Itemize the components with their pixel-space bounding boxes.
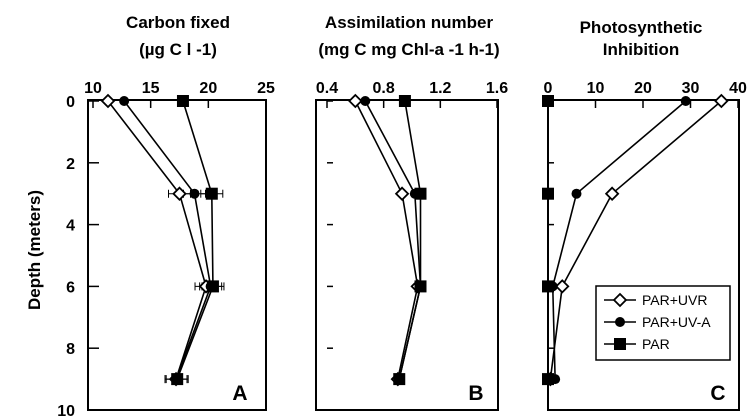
x-tick-label: 40 [729,80,747,97]
panel-b-title-line1: Assimilation number [325,13,494,32]
y-tick-label: 6 [66,279,75,296]
x-tick-label: 10 [84,80,102,97]
y-tick-label: 8 [66,341,75,358]
data-point [394,186,410,201]
x-tick-label: 10 [587,80,605,97]
x-tick-label: 0.4 [316,80,338,97]
panel-b-letter: B [468,382,483,405]
x-tick-label: 20 [199,80,217,97]
data-point [714,93,729,109]
series-line [549,100,722,380]
data-point [680,96,691,106]
x-tick-label: 25 [257,80,275,97]
data-point [398,95,411,107]
legend-marker [615,317,625,327]
series-line [398,100,422,380]
panel-a-frame [87,99,267,411]
series-line [551,100,687,380]
legend-marker [614,338,626,350]
series-line [107,100,207,380]
y-tick-label: 0 [66,94,75,111]
legend-label: PAR [642,336,670,352]
data-point [542,95,554,107]
data-point [205,187,218,200]
data-point [172,186,187,201]
legend-label: PAR+UV-A [642,314,711,330]
data-point [100,93,116,109]
x-tick-label: 1.2 [429,80,451,97]
data-point [542,280,554,293]
series-line [123,100,212,380]
data-point [604,186,620,201]
data-point [189,188,200,199]
panel-a-letter: A [232,382,247,405]
y-axis-label: Depth (meters) [25,190,44,310]
data-point [360,96,371,106]
x-tick-label: 15 [142,80,160,97]
series-line [176,100,214,380]
series-line [354,100,419,380]
panel-c-title-line2: Inhibition [603,40,679,59]
panel-b-series [348,93,427,387]
data-point [571,188,582,199]
data-point [542,373,554,386]
panel-c-frame [547,99,740,411]
panel-b: Assimilation number (mg C mg Chl-a -1 h-… [315,13,508,411]
panel-b-ticks: 0.4 0.8 1.2 1.6 [316,80,508,411]
panel-b-title-line2: (mg C mg Chl-a -1 h-1) [318,40,499,59]
panel-c: Photosynthetic Inhibition 0 10 20 30 40 C PA… [542,18,747,411]
x-tick-label: 0.8 [373,80,395,97]
data-point [393,373,406,386]
panel-c-letter: C [710,382,725,405]
data-point [542,187,554,200]
panel-a-title-line2: (µg C l -1) [139,40,217,59]
legend-marker [612,292,628,308]
panel-a: Carbon fixed (µg C l -1) 10 15 20 250246810… [57,13,275,419]
y-tick-label: 4 [66,218,75,235]
x-tick-label: 20 [634,80,652,97]
legend: PAR+UVR PAR+UV-A PAR [595,285,731,361]
panel-a-ticks: 10 15 20 25 0 2 4 6 8 10 [57,80,275,419]
x-tick-label: 0 [544,80,553,97]
panel-a-title-line1: Carbon fixed [126,13,230,32]
data-point [119,96,130,106]
x-tick-label: 1.6 [486,80,508,97]
data-point [554,279,570,294]
data-point [414,280,427,293]
panel-c-series [542,93,729,387]
panel-c-title-line1: Photosynthetic [580,18,703,37]
y-tick-label: 10 [57,403,75,419]
panel-a-series [100,93,225,387]
data-point [176,95,189,107]
x-tick-label: 30 [682,80,700,97]
panel-b-frame [315,99,499,411]
y-tick-label: 2 [66,156,75,173]
data-point [171,373,184,386]
data-point [206,280,219,293]
data-point [348,93,363,109]
data-point [414,187,427,200]
panel-c-ticks: 0 10 20 30 40 [544,80,747,411]
legend-label: PAR+UVR [642,292,707,308]
